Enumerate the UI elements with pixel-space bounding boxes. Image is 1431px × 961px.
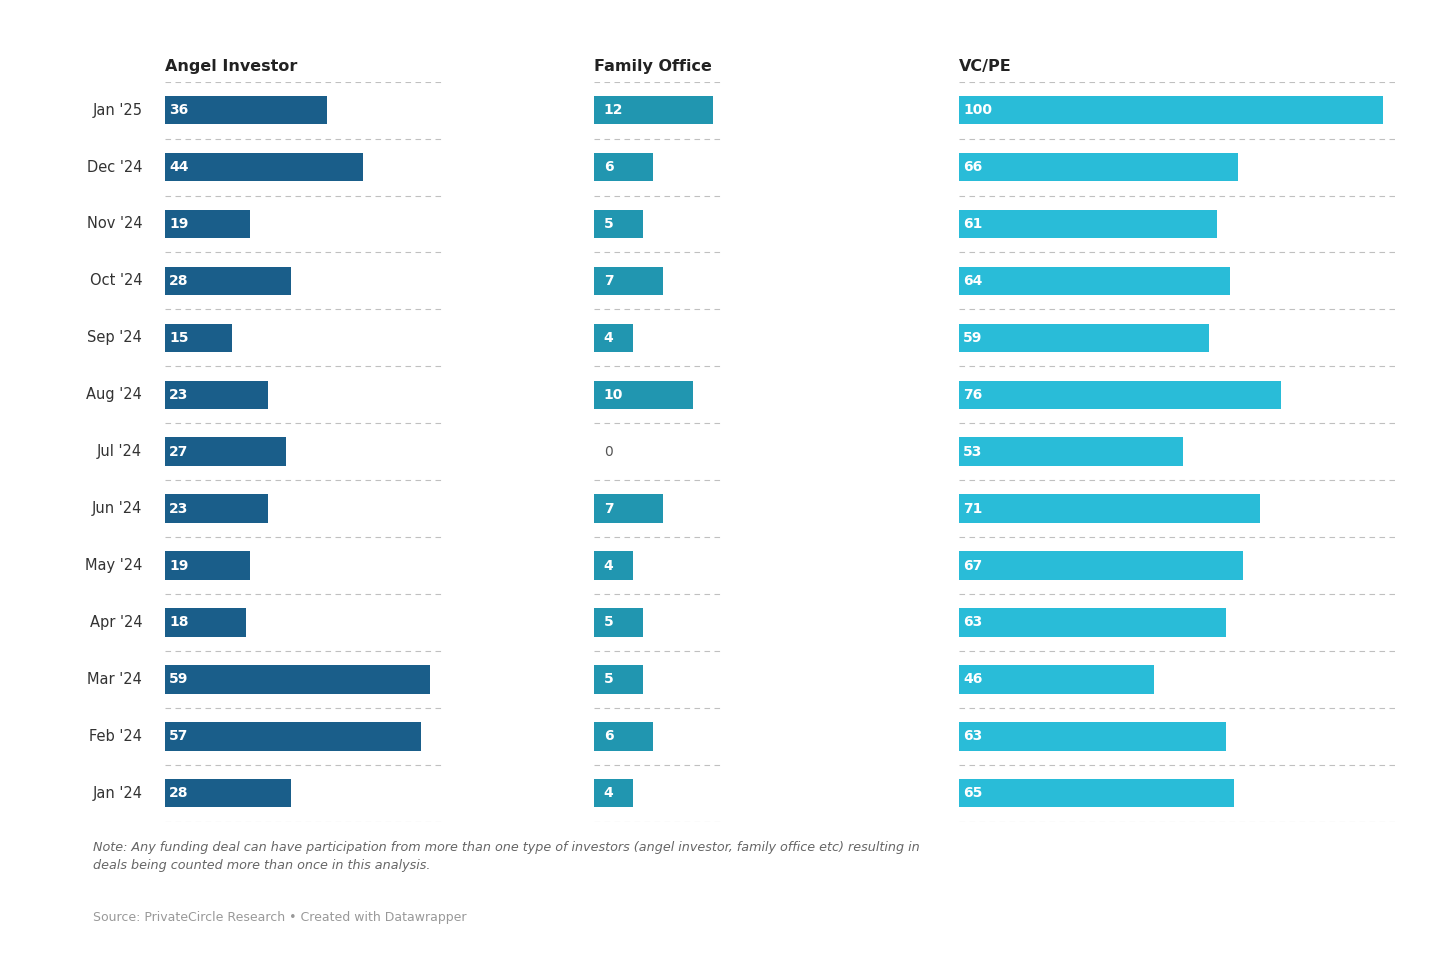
Text: 15: 15 <box>169 331 189 345</box>
Text: 63: 63 <box>963 615 982 629</box>
Bar <box>165 608 246 636</box>
Text: VC/PE: VC/PE <box>959 59 1012 74</box>
Bar <box>959 437 1183 466</box>
Text: 4: 4 <box>604 786 614 801</box>
Text: Angel Investor: Angel Investor <box>165 59 298 74</box>
Bar <box>959 608 1226 636</box>
Text: 66: 66 <box>963 160 982 174</box>
Bar <box>594 209 644 238</box>
Text: Dec '24: Dec '24 <box>87 160 142 175</box>
Text: 6: 6 <box>604 729 614 743</box>
Bar <box>959 209 1218 238</box>
Text: Nov '24: Nov '24 <box>87 216 142 232</box>
Bar <box>594 608 644 636</box>
Bar <box>959 552 1242 579</box>
Text: Apr '24: Apr '24 <box>90 615 142 629</box>
Bar <box>165 324 232 352</box>
Bar <box>165 437 286 466</box>
Text: Mar '24: Mar '24 <box>87 672 142 687</box>
Bar <box>165 266 290 295</box>
Bar <box>165 96 326 124</box>
Bar <box>594 494 663 523</box>
Text: 27: 27 <box>169 445 189 458</box>
Text: 19: 19 <box>169 217 189 231</box>
Text: 65: 65 <box>963 786 983 801</box>
Bar <box>959 153 1238 182</box>
Bar <box>959 96 1382 124</box>
Text: 63: 63 <box>963 729 982 743</box>
Text: 28: 28 <box>169 274 189 288</box>
Bar <box>959 665 1153 694</box>
Bar <box>594 96 713 124</box>
Bar <box>594 266 663 295</box>
Bar <box>165 722 421 751</box>
Text: 7: 7 <box>604 274 614 288</box>
Text: 36: 36 <box>169 103 189 117</box>
Text: 57: 57 <box>169 729 189 743</box>
Bar <box>165 552 250 579</box>
Text: 0: 0 <box>604 445 612 458</box>
Text: Aug '24: Aug '24 <box>86 387 142 403</box>
Bar <box>959 779 1234 807</box>
Bar <box>594 722 654 751</box>
Text: 59: 59 <box>169 673 189 686</box>
Bar <box>959 266 1231 295</box>
Bar <box>594 779 634 807</box>
Bar <box>165 153 362 182</box>
Text: 4: 4 <box>604 558 614 573</box>
Bar <box>594 552 634 579</box>
Text: 5: 5 <box>604 615 614 629</box>
Text: Source: PrivateCircle Research • Created with Datawrapper: Source: PrivateCircle Research • Created… <box>93 911 467 924</box>
Text: 100: 100 <box>963 103 992 117</box>
Text: 7: 7 <box>604 502 614 516</box>
Text: 23: 23 <box>169 502 189 516</box>
Bar <box>165 779 290 807</box>
Text: 5: 5 <box>604 217 614 231</box>
Text: 6: 6 <box>604 160 614 174</box>
Text: 18: 18 <box>169 615 189 629</box>
Text: 61: 61 <box>963 217 983 231</box>
Text: 28: 28 <box>169 786 189 801</box>
Text: 71: 71 <box>963 502 983 516</box>
Bar <box>165 209 250 238</box>
Text: Jan '24: Jan '24 <box>92 786 142 801</box>
Text: Feb '24: Feb '24 <box>89 728 142 744</box>
Text: 23: 23 <box>169 387 189 402</box>
Text: 12: 12 <box>604 103 624 117</box>
Bar <box>165 665 431 694</box>
Text: 64: 64 <box>963 274 983 288</box>
Text: 53: 53 <box>963 445 983 458</box>
Text: Jan '25: Jan '25 <box>92 103 142 117</box>
Text: 46: 46 <box>963 673 983 686</box>
Text: Oct '24: Oct '24 <box>90 274 142 288</box>
Bar <box>594 324 634 352</box>
Text: Family Office: Family Office <box>594 59 711 74</box>
Bar <box>165 381 268 409</box>
Text: May '24: May '24 <box>84 558 142 573</box>
Bar <box>594 665 644 694</box>
Text: 44: 44 <box>169 160 189 174</box>
Bar <box>594 381 693 409</box>
Text: 59: 59 <box>963 331 983 345</box>
Text: 5: 5 <box>604 673 614 686</box>
Bar <box>165 494 268 523</box>
Text: 67: 67 <box>963 558 982 573</box>
Bar <box>594 153 654 182</box>
Text: 19: 19 <box>169 558 189 573</box>
Text: Note: Any funding deal can have participation from more than one type of investo: Note: Any funding deal can have particip… <box>93 841 920 872</box>
Text: 4: 4 <box>604 331 614 345</box>
Text: 76: 76 <box>963 387 982 402</box>
Text: Sep '24: Sep '24 <box>87 331 142 345</box>
Bar <box>959 381 1281 409</box>
Text: 10: 10 <box>604 387 622 402</box>
Bar <box>959 324 1209 352</box>
Bar <box>959 722 1226 751</box>
Text: Jul '24: Jul '24 <box>97 444 142 459</box>
Bar <box>959 494 1259 523</box>
Text: Jun '24: Jun '24 <box>92 501 142 516</box>
